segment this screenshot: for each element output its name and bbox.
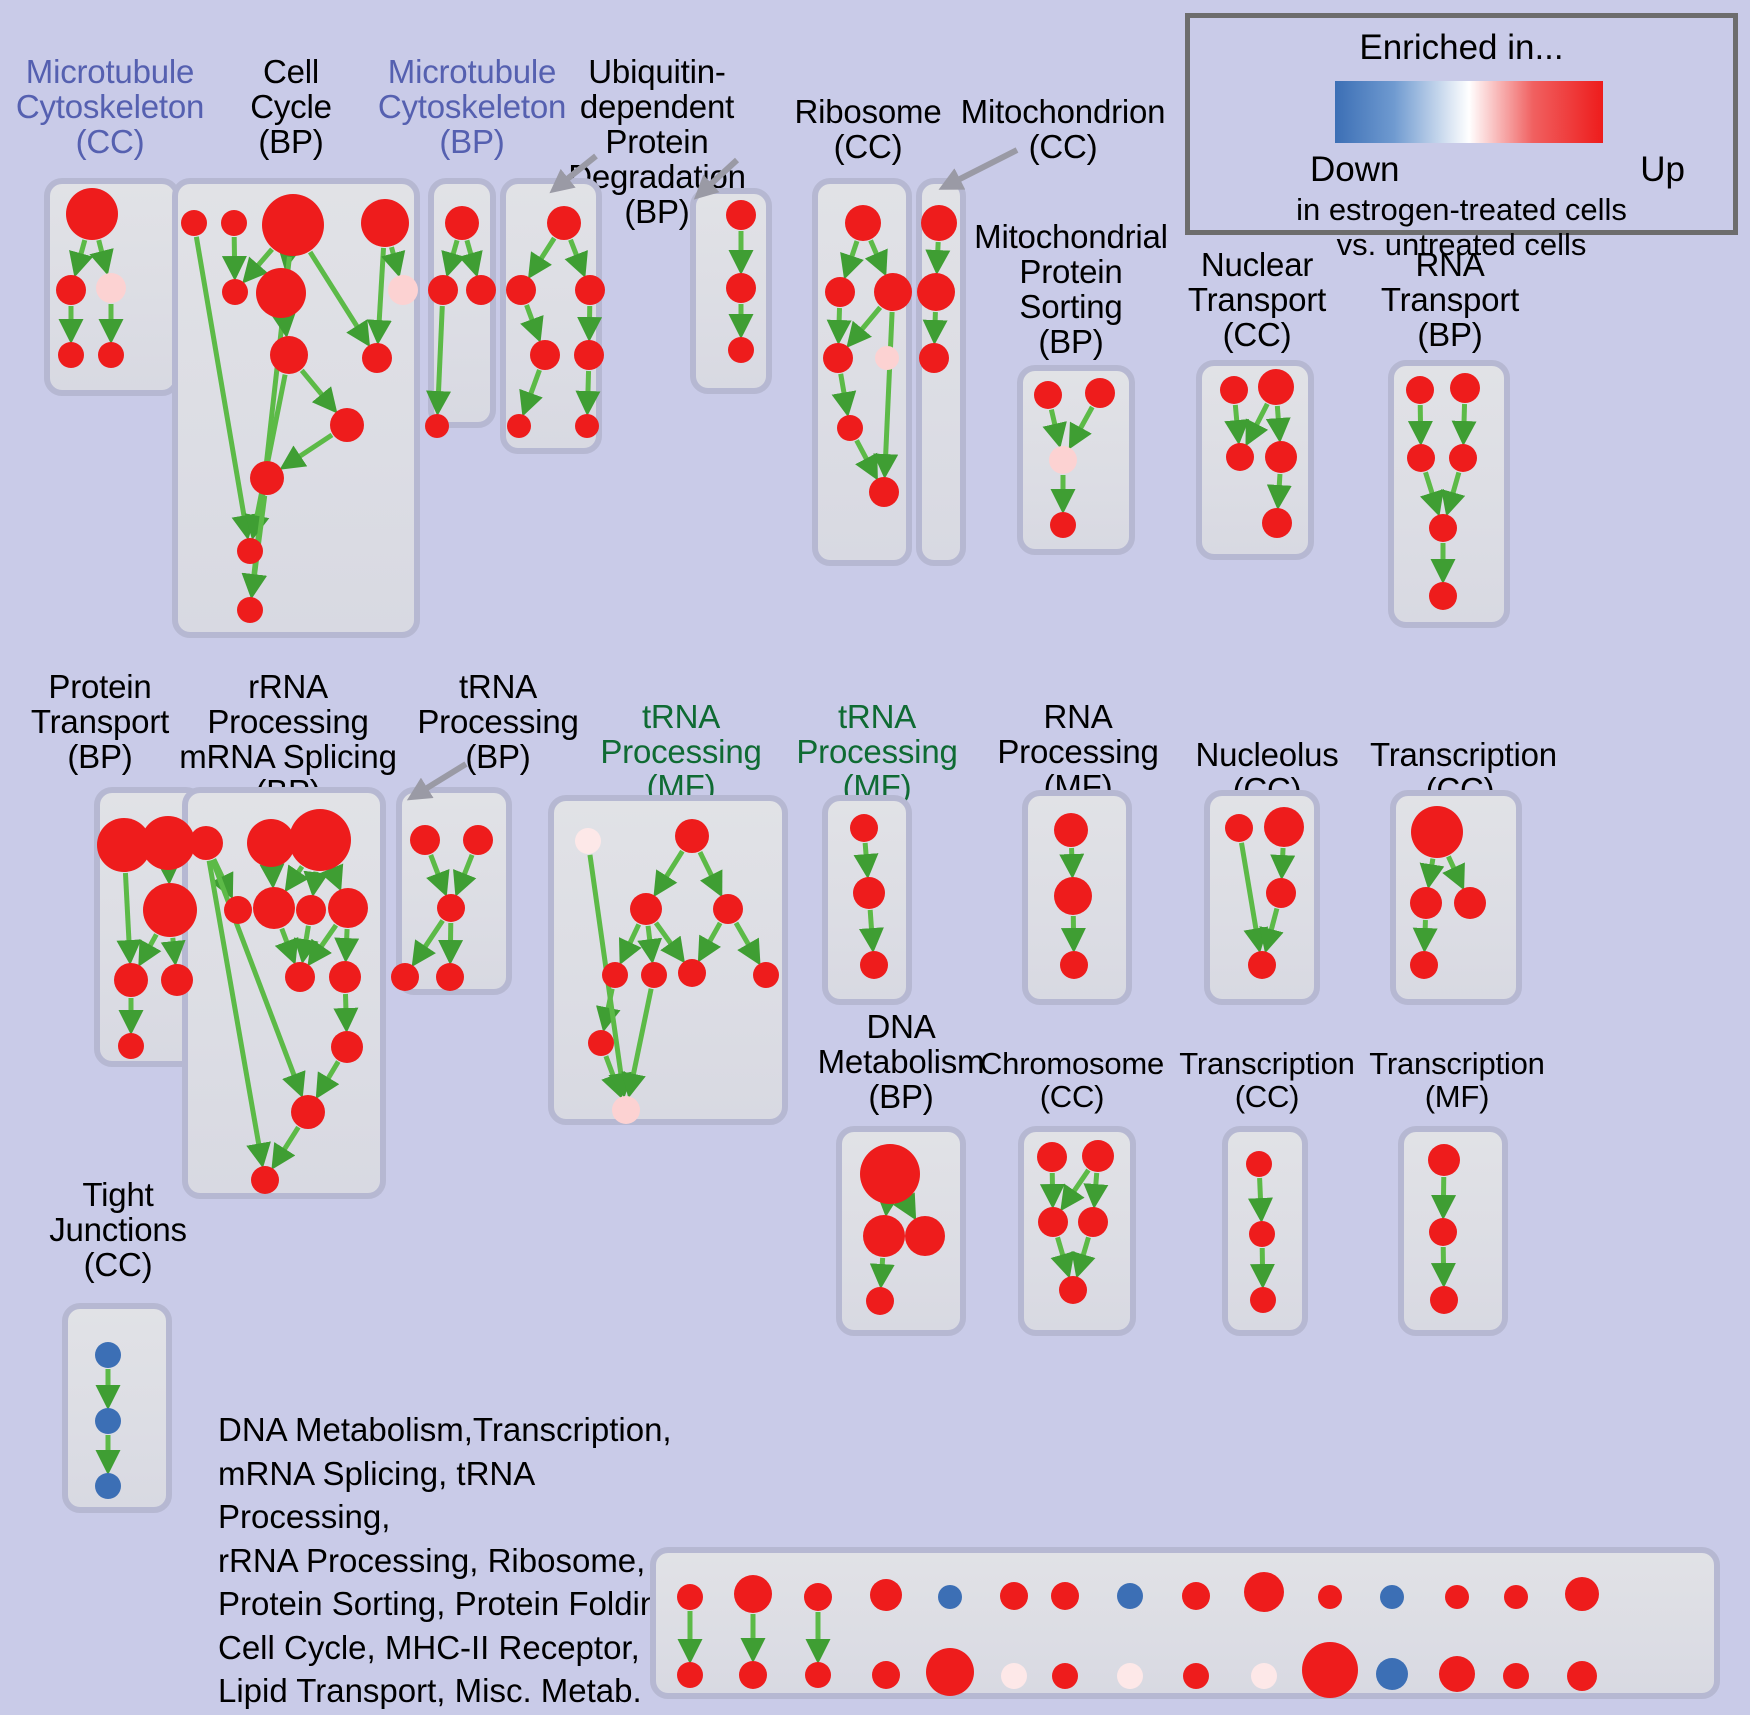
legend-title: Enriched in... xyxy=(1359,28,1564,67)
label-trna-processing-bp: tRNA Processing (BP) xyxy=(417,668,579,775)
label-transcription-cc-bottom: Transcription (CC) xyxy=(1179,1046,1355,1114)
label-microtubule-cytoskeleton-bp: Microtubule Cytoskeleton (BP) xyxy=(377,53,567,160)
label-protein-transport-bp: Protein Transport (BP) xyxy=(30,668,170,775)
label-trna-processing-mf-1: tRNA Processing (MF) xyxy=(600,698,762,805)
legend-panel: Enriched in... Down Up in estrogen-treat… xyxy=(1185,13,1738,262)
legend-down-label: Down xyxy=(1310,150,1400,189)
label-tight-junctions-cc: Tight Junctions (CC) xyxy=(49,1176,187,1283)
cluster-box xyxy=(1196,360,1314,560)
label-mitochondrion-cc: Mitochondrion (CC) xyxy=(960,93,1166,165)
legend-subtitle: in estrogen-treated cells vs. untreated … xyxy=(1296,192,1627,262)
misc-cluster-list-text: DNA Metabolism,Transcription, mRNA Splic… xyxy=(218,1411,686,1710)
label-transcription-mf: Transcription (MF) xyxy=(1369,1046,1545,1114)
label-rna-transport-bp: RNA Transport (BP) xyxy=(1380,246,1520,353)
label-microtubule-cytoskeleton-cc: Microtubule Cytoskeleton (CC) xyxy=(15,53,205,160)
cluster-box xyxy=(1390,790,1522,1005)
cluster-box xyxy=(822,795,912,1005)
label-transcription-cc-top: Transcription (CC) xyxy=(1370,736,1557,807)
cluster-box xyxy=(1222,1126,1308,1336)
cluster-box xyxy=(916,178,966,566)
cluster-box xyxy=(182,787,386,1199)
label-cell-cycle-bp: Cell Cycle (BP) xyxy=(250,53,332,160)
label-mitochondrial-protein-sorting-bp: Mitochondrial Protein Sorting (BP) xyxy=(974,218,1168,360)
cluster-box xyxy=(812,178,912,566)
label-chromosome-cc: Chromosome (CC) xyxy=(979,1046,1165,1114)
label-trna-processing-mf-2: tRNA Processing (MF) xyxy=(796,698,958,805)
cluster-box xyxy=(548,795,788,1125)
legend-color-gradient xyxy=(1335,81,1603,143)
cluster-box xyxy=(62,1303,172,1513)
cluster-box xyxy=(1017,365,1135,555)
cluster-box xyxy=(1022,790,1132,1005)
cluster-box xyxy=(500,178,602,454)
label-ribosome-cc: Ribosome (CC) xyxy=(794,93,942,165)
cluster-box xyxy=(650,1547,1720,1699)
cluster-box xyxy=(1398,1126,1508,1336)
cluster-box xyxy=(1018,1126,1136,1336)
label-rna-processing-mf: RNA Processing (MF) xyxy=(997,698,1159,805)
label-nuclear-transport-cc: Nuclear Transport (CC) xyxy=(1187,246,1327,353)
cluster-box xyxy=(172,178,420,638)
cluster-box xyxy=(396,787,512,995)
cluster-box xyxy=(1204,790,1320,1005)
legend-up-label: Up xyxy=(1640,150,1685,189)
cluster-box xyxy=(44,178,180,396)
cluster-box xyxy=(1388,360,1510,628)
cluster-box xyxy=(428,178,496,428)
cluster-box xyxy=(836,1126,966,1336)
label-dna-metabolism-bp: DNA Metabolism (BP) xyxy=(817,1008,985,1115)
label-nucleolus-cc: Nucleolus (CC) xyxy=(1195,736,1339,807)
cluster-box xyxy=(690,188,772,394)
